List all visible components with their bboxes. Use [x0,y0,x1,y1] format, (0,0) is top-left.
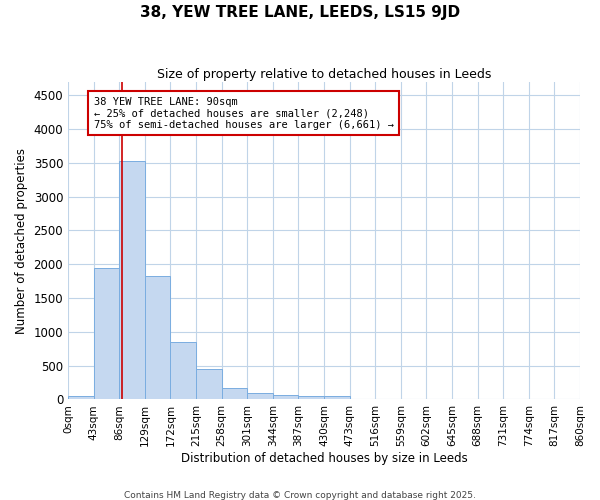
Text: 38, YEW TREE LANE, LEEDS, LS15 9JD: 38, YEW TREE LANE, LEEDS, LS15 9JD [140,5,460,20]
Bar [119,162,145,400]
Bar [145,276,170,400]
Text: Contains HM Land Registry data © Crown copyright and database right 2025.: Contains HM Land Registry data © Crown c… [124,490,476,500]
Title: Size of property relative to detached houses in Leeds: Size of property relative to detached ho… [157,68,491,80]
Bar [68,396,94,400]
Bar [273,394,298,400]
X-axis label: Distribution of detached houses by size in Leeds: Distribution of detached houses by size … [181,452,467,465]
Text: 38 YEW TREE LANE: 90sqm
← 25% of detached houses are smaller (2,248)
75% of semi: 38 YEW TREE LANE: 90sqm ← 25% of detache… [94,96,394,130]
Bar [324,396,350,400]
Bar [94,268,119,400]
Bar [170,342,196,400]
Bar [196,369,221,400]
Bar [221,388,247,400]
Bar [298,396,324,400]
Bar [247,392,273,400]
Y-axis label: Number of detached properties: Number of detached properties [15,148,28,334]
